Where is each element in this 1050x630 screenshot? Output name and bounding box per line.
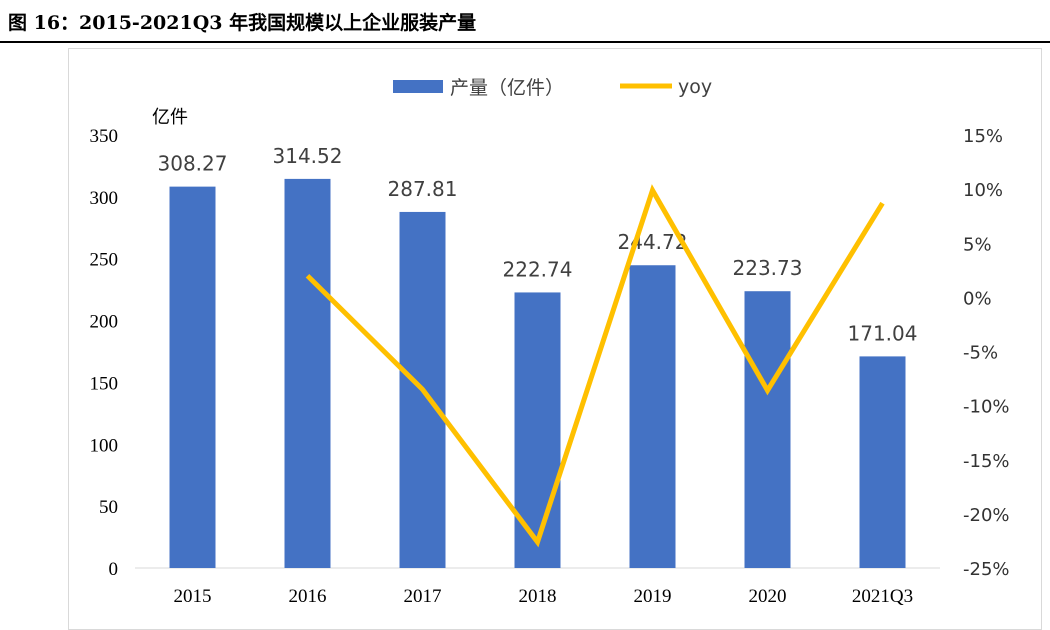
y-left-tick-label: 250: [90, 250, 119, 271]
y-right-tick-label: 15%: [963, 126, 1003, 147]
bar-data-label: 314.52: [273, 144, 343, 168]
x-tick-label: 2016: [289, 586, 327, 607]
bar: [860, 356, 906, 568]
bar-data-label: 222.74: [503, 257, 573, 281]
bar-data-label: 171.04: [848, 321, 918, 345]
y-left-tick-label: 150: [90, 373, 119, 394]
bar: [630, 265, 676, 568]
x-tick-label: 2021Q3: [852, 586, 913, 607]
legend-label-line: yoy: [678, 76, 712, 98]
y-right-tick-label: 0%: [963, 288, 992, 309]
bar: [285, 179, 331, 568]
y-right-tick-label: 5%: [963, 234, 992, 255]
y-right-tick-label: -15%: [963, 451, 1010, 472]
bar-data-label: 223.73: [733, 256, 803, 280]
bar-data-label: 287.81: [388, 177, 458, 201]
y-right-tick-label: -5%: [963, 343, 998, 364]
bar: [515, 292, 561, 568]
x-tick-label: 2020: [749, 586, 787, 607]
bar-data-label: 308.27: [158, 152, 228, 176]
legend-label-bar: 产量（亿件）: [450, 77, 564, 99]
x-tick-label: 2015: [174, 586, 212, 607]
x-tick-label: 2018: [519, 586, 557, 607]
bar: [170, 187, 216, 568]
y-left-tick-label: 50: [99, 497, 118, 518]
yoy-line: [308, 190, 883, 542]
x-tick-label: 2019: [634, 586, 672, 607]
y-left-tick-label: 350: [90, 126, 119, 147]
y-left-tick-label: 0: [109, 559, 119, 580]
y-right-tick-label: -10%: [963, 397, 1010, 418]
y-left-unit: 亿件: [152, 107, 188, 128]
y-left-tick-label: 100: [90, 435, 119, 456]
y-right-tick-label: 10%: [963, 180, 1003, 201]
legend-swatch-bar: [393, 80, 443, 93]
x-tick-label: 2017: [404, 586, 442, 607]
bar: [745, 291, 791, 568]
y-left-tick-label: 300: [90, 188, 119, 209]
y-right-tick-label: -20%: [963, 505, 1010, 526]
y-right-tick-label: -25%: [963, 559, 1010, 580]
y-left-tick-label: 200: [90, 312, 119, 333]
